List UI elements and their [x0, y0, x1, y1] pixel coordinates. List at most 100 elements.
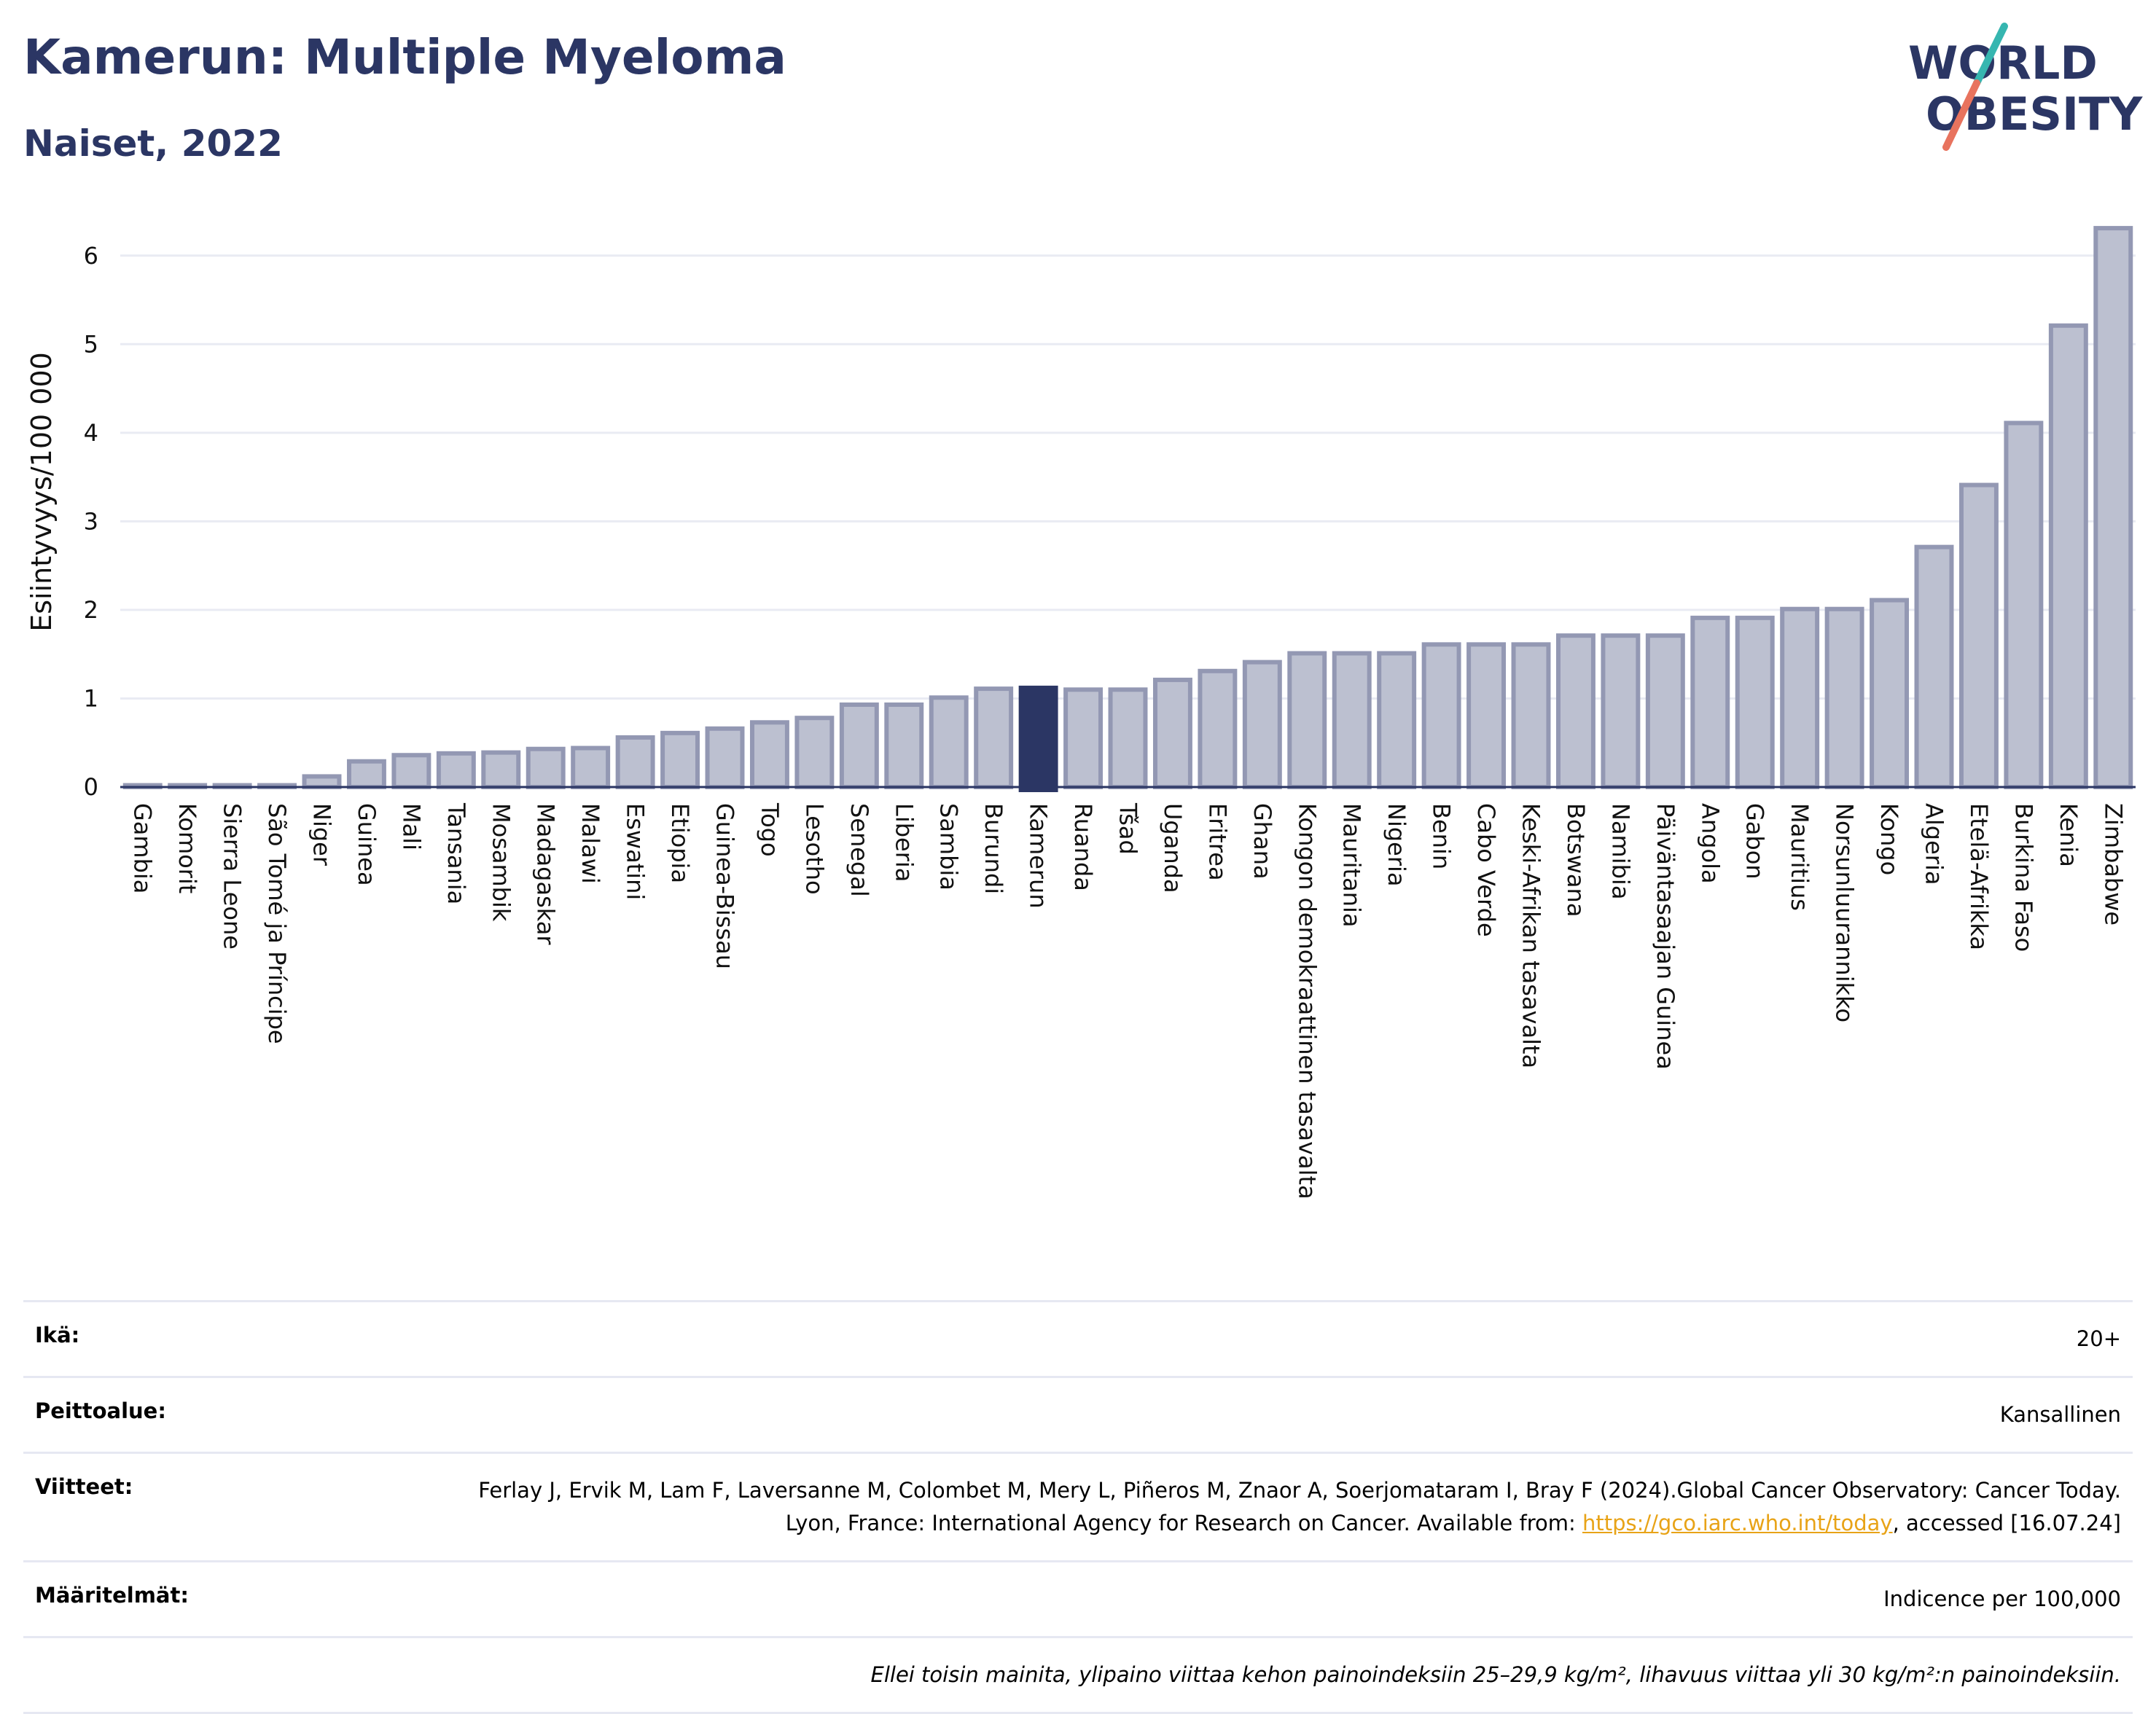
bar-zimbabwe — [2093, 226, 2133, 790]
bar-etiopia — [660, 730, 700, 789]
x-tick-label: Komorit — [173, 803, 201, 893]
info-table: Ikä: 20+ Peittoalue: Kansallinen Viittee… — [23, 1300, 2133, 1714]
x-tick-label: Togo — [756, 802, 784, 857]
y-axis-label: Esiintyvyys/100 000 — [26, 352, 58, 632]
x-tick-label: Sambia — [935, 803, 963, 891]
bar-päiväntasaajan-guinea — [1645, 633, 1685, 790]
x-tick-label: Etiopia — [666, 803, 694, 883]
info-row-coverage: Peittoalue: Kansallinen — [23, 1375, 2133, 1452]
y-tick-label: 5 — [84, 330, 98, 358]
x-tick-label: Niger — [308, 803, 336, 866]
info-row-note: Ellei toisin mainita, ylipaino viittaa k… — [23, 1635, 2133, 1714]
bar-nigeria — [1377, 651, 1417, 789]
bar-guinea-bissau — [705, 726, 745, 789]
x-tick-label: Norsunluurannikko — [1831, 803, 1859, 1022]
age-key: Ikä: — [35, 1323, 80, 1347]
x-tick-label: Zimbabwe — [2099, 803, 2127, 926]
logo-slash-teal — [1973, 23, 2008, 87]
coverage-value: Kansallinen — [1999, 1401, 2121, 1427]
x-tick-label: Mauritania — [1338, 803, 1366, 927]
logo-text-world: WORLD — [1908, 36, 2098, 90]
bar-ghana — [1242, 660, 1282, 790]
bar-uganda — [1152, 677, 1192, 790]
x-tick-label: Mali — [397, 803, 425, 850]
info-row-definitions: Määritelmät: Indicence per 100,000 — [23, 1560, 2133, 1636]
bar-kongo — [1870, 598, 1910, 789]
bar-tansania — [436, 751, 476, 790]
bar-mosambik — [481, 750, 521, 789]
references-accessed: , accessed [16.07.24] — [1892, 1510, 2121, 1535]
x-tick-label: Liberia — [890, 803, 918, 882]
bar-togo — [749, 720, 789, 789]
x-tick-label: Kamerun — [1025, 803, 1052, 909]
bar-niger — [302, 774, 342, 790]
x-tick-label: Etelä-Afrikka — [1965, 803, 1993, 950]
bars — [122, 226, 2133, 793]
bar-madagaskar — [526, 746, 566, 789]
coverage-key: Peittoalue: — [35, 1398, 166, 1423]
references-link[interactable]: https://gco.iarc.who.int/today — [1582, 1510, 1893, 1535]
bar-namibia — [1601, 633, 1641, 790]
x-tick-label: Kongon demokraattinen tasavalta — [1293, 803, 1321, 1200]
bar-kongon-demokraattinen-tasavalta — [1287, 651, 1327, 789]
bar-mauritania — [1332, 651, 1372, 789]
bar-lesotho — [794, 716, 835, 790]
footnote: Ellei toisin mainita, ylipaino viittaa k… — [870, 1662, 2122, 1687]
bar-gabon — [1735, 615, 1775, 789]
x-tick-label: Keski-Afrikan tasavalta — [1518, 803, 1545, 1068]
x-tick-label: Ruanda — [1069, 803, 1097, 891]
x-tick-label: Kongo — [1875, 803, 1903, 875]
y-tick-label: 0 — [84, 773, 98, 801]
x-tick-label: Gambia — [129, 803, 157, 893]
x-tick-label: Malawi — [577, 803, 604, 884]
bar-guinea — [346, 759, 386, 790]
y-tick-label: 2 — [84, 596, 98, 624]
page-title: Kamerun: Multiple Myeloma — [23, 29, 786, 85]
bar-cabo-verde — [1466, 642, 1507, 789]
x-tick-label: Botswana — [1562, 803, 1590, 917]
x-tick-label: Päiväntasaajan Guinea — [1652, 803, 1679, 1070]
y-axis-ticks: 0 1 2 3 4 5 6 — [84, 242, 98, 801]
x-tick-label: Madagaskar — [532, 803, 560, 945]
bar-botswana — [1555, 633, 1595, 790]
x-tick-label: Lesotho — [800, 803, 828, 895]
info-row-references: Viitteet: Ferlay J, Ervik M, Lam F, Lave… — [23, 1451, 2133, 1560]
bar-senegal — [839, 702, 879, 790]
references-value: Ferlay J, Ervik M, Lam F, Laversanne M, … — [445, 1474, 2121, 1540]
definitions-key: Määritelmät: — [35, 1582, 189, 1608]
bar-ruanda — [1063, 687, 1104, 789]
bar-keski-afrikan-tasavalta — [1511, 642, 1551, 789]
x-tick-label: Gabon — [1741, 803, 1769, 880]
info-row-age: Ikä: 20+ — [23, 1300, 2133, 1376]
x-tick-label: Cabo Verde — [1472, 803, 1500, 937]
x-tick-label: Mosambik — [487, 803, 515, 922]
x-tick-label: Ghana — [1249, 803, 1276, 880]
bar-eswatini — [615, 735, 655, 790]
bar-burkina-faso — [2004, 420, 2044, 789]
x-tick-label: Algeria — [1921, 803, 1948, 885]
references-key: Viitteet: — [35, 1474, 133, 1499]
bar-sambia — [929, 695, 969, 789]
x-tick-label: Burkina Faso — [2009, 803, 2037, 952]
bar-chart: 0 1 2 3 4 5 6 Gambia Komorit Sierra Leone São Tom… — [26, 226, 2136, 1200]
bar-norsunluurannikko — [1824, 606, 1864, 790]
x-tick-label: Benin — [1428, 803, 1456, 869]
y-tick-label: 3 — [84, 507, 98, 535]
bar-etelä-afrikka — [1958, 482, 1999, 789]
bar-kenia — [2048, 323, 2088, 789]
x-tick-label: Angola — [1696, 803, 1724, 884]
definitions-value: Indicence per 100,000 — [1883, 1586, 2121, 1611]
bar-mauritius — [1780, 606, 1820, 790]
x-tick-label: Guinea — [353, 803, 380, 886]
references-text: Ferlay J, Ervik M, Lam F, Laversanne M, … — [478, 1477, 2121, 1535]
age-value: 20+ — [2076, 1326, 2121, 1351]
x-axis-labels: Gambia Komorit Sierra Leone São Tomé ja Prí… — [129, 802, 2128, 1200]
y-tick-label: 6 — [84, 242, 98, 270]
x-tick-label: Tansania — [442, 802, 470, 904]
logo-slash-coral — [1942, 79, 1980, 151]
bar-algeria — [1914, 544, 1954, 790]
x-tick-label: Tšad — [1114, 802, 1142, 855]
bar-liberia — [884, 702, 924, 790]
x-tick-label: Nigeria — [1383, 803, 1410, 886]
x-tick-label: Namibia — [1606, 803, 1634, 899]
